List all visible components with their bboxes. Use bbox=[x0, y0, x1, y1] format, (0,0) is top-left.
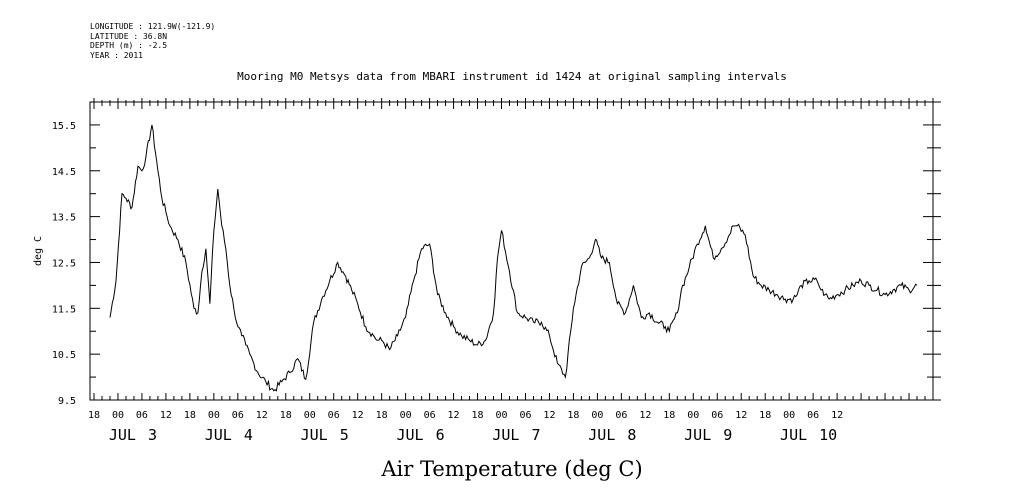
x-tick-label: 18 bbox=[376, 410, 388, 421]
date-day-label: 5 bbox=[340, 426, 349, 444]
date-labels: JUL 3 JUL 4 JUL 5 JUL 6 JUL 7 JUL 8 JUL 9 JUL 10 bbox=[109, 426, 837, 444]
y-tick-label: 12.5 bbox=[52, 258, 76, 269]
x-tick-label: 06 bbox=[711, 410, 723, 421]
x-tick-label: 12 bbox=[160, 410, 172, 421]
date-month-label: JUL bbox=[780, 426, 807, 444]
x-tick-label: 18 bbox=[759, 410, 771, 421]
x-tick-label: 00 bbox=[304, 410, 316, 421]
axis-ticks bbox=[90, 98, 941, 401]
x-tick-label: 06 bbox=[615, 410, 627, 421]
date-day-label: 7 bbox=[531, 426, 540, 444]
date-month-label: JUL bbox=[492, 426, 519, 444]
date-month-label: JUL bbox=[588, 426, 615, 444]
y-tick-label: 10.5 bbox=[52, 350, 76, 361]
x-tick-label: 18 bbox=[184, 410, 196, 421]
x-tick-label: 12 bbox=[448, 410, 460, 421]
x-tick-label: 12 bbox=[352, 410, 364, 421]
chart-title: Mooring M0 Metsys data from MBARI instru… bbox=[237, 70, 787, 83]
x-tick-label: 18 bbox=[567, 410, 579, 421]
latitude-text: LATITUDE : 36.8N bbox=[90, 31, 168, 41]
x-tick-label: 12 bbox=[831, 410, 843, 421]
x-tick-label: 12 bbox=[543, 410, 555, 421]
date-month-label: JUL bbox=[397, 426, 424, 444]
depth-text: DEPTH (m) : -2.5 bbox=[90, 41, 168, 50]
y-tick-label: 14.5 bbox=[52, 167, 76, 178]
x-tick-label: 12 bbox=[639, 410, 651, 421]
x-tick-label: 12 bbox=[735, 410, 747, 421]
year-text: YEAR : 2011 bbox=[90, 50, 143, 60]
x-tick-label: 00 bbox=[208, 410, 220, 421]
x-tick-label: 00 bbox=[591, 410, 603, 421]
date-month-label: JUL bbox=[684, 426, 711, 444]
y-tick-label: 9.5 bbox=[58, 396, 76, 407]
x-tick-label: 00 bbox=[400, 410, 412, 421]
x-tick-label: 06 bbox=[232, 410, 244, 421]
x-tick-label: 06 bbox=[807, 410, 819, 421]
plot-frame bbox=[89, 101, 934, 401]
y-tick-label: 11.5 bbox=[52, 304, 76, 315]
x-tick-label: 00 bbox=[495, 410, 507, 421]
mooring-metadata: LONGITUDE : 121.9W(-121.9) LATITUDE : 36… bbox=[90, 22, 215, 60]
date-day-label: 4 bbox=[244, 426, 253, 444]
x-tick-label: 00 bbox=[687, 410, 699, 421]
date-month-label: JUL bbox=[301, 426, 328, 444]
x-tick-label: 06 bbox=[424, 410, 436, 421]
x-tick-label: 06 bbox=[519, 410, 531, 421]
date-month-label: JUL bbox=[205, 426, 232, 444]
x-axis-label: Air Temperature (deg C) bbox=[380, 457, 642, 481]
x-tick-label: 18 bbox=[472, 410, 484, 421]
y-tick-label: 13.5 bbox=[52, 213, 76, 224]
x-tick-label: 18 bbox=[280, 410, 292, 421]
x-tick-label: 00 bbox=[112, 410, 124, 421]
date-day-label: 8 bbox=[627, 426, 636, 444]
x-tick-label: 12 bbox=[256, 410, 268, 421]
date-day-label: 10 bbox=[819, 426, 837, 444]
x-tick-label: 06 bbox=[328, 410, 340, 421]
air-temperature-line bbox=[109, 124, 918, 392]
y-tick-labels: 9.5 10.5 11.5 12.5 13.5 14.5 15.5 bbox=[52, 121, 76, 407]
x-tick-label: 18 bbox=[88, 410, 100, 421]
x-tick-label: 18 bbox=[663, 410, 675, 421]
x-tick-labels: 18 00 06 12 18 00 06 12 18 00 06 12 18 00 06 12 18 00 06 12… bbox=[88, 410, 843, 421]
date-day-label: 6 bbox=[436, 426, 445, 444]
x-tick-label: 06 bbox=[136, 410, 148, 421]
x-tick-label: 00 bbox=[783, 410, 795, 421]
y-tick-label: 15.5 bbox=[52, 121, 76, 132]
longitude-text: LONGITUDE : 121.9W(-121.9) bbox=[90, 22, 216, 31]
date-day-label: 3 bbox=[148, 426, 157, 444]
date-day-label: 9 bbox=[723, 426, 732, 444]
date-month-label: JUL bbox=[109, 426, 136, 444]
y-axis-label: deg C bbox=[33, 236, 44, 266]
